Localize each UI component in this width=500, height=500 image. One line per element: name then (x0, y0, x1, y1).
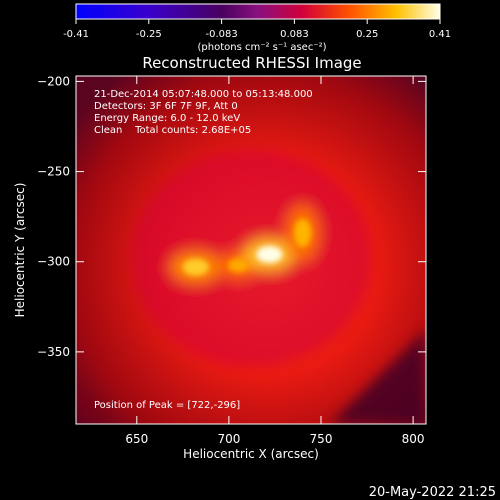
x-tick-label: 750 (310, 432, 333, 446)
info-clean: Clean Total counts: 2.68E+05 (94, 125, 251, 136)
chart-title: Reconstructed RHESSI Image (142, 54, 361, 72)
colorbar-tick-label: -0.25 (136, 29, 162, 40)
colorbar (75, 3, 441, 20)
colorbar-tick-label: -0.41 (63, 29, 89, 40)
info-detectors: Detectors: 3F 6F 7F 9F, Att 0 (94, 101, 238, 112)
y-axis-label: Heliocentric Y (arcsec) (13, 183, 27, 318)
axis-ticks: 650 700 750 800 −200 −250 −300 −350 (37, 74, 426, 446)
x-axis-label: Heliocentric X (arcsec) (183, 447, 319, 461)
plot-frame (75, 75, 427, 425)
colorbar-tick-label: 0.083 (280, 29, 309, 40)
info-time-range: 21-Dec-2014 05:07:48.000 to 05:13:48.000 (94, 89, 313, 100)
x-tick-label: 650 (125, 432, 148, 446)
info-energy: Energy Range: 6.0 - 12.0 keV (94, 113, 240, 124)
footer-date: 20-May-2022 21:25 (369, 485, 496, 500)
colorbar-tick-label: -0.083 (205, 29, 237, 40)
y-tick-label: −250 (37, 165, 70, 179)
source-core (293, 218, 312, 248)
colorbar-ticks: -0.41 -0.25 -0.083 0.083 0.25 0.41 (63, 19, 451, 40)
heatmap-image (76, 76, 426, 424)
colorbar-tick-label: 0.25 (356, 29, 378, 40)
x-tick-label: 800 (402, 432, 425, 446)
y-tick-label: −350 (37, 345, 70, 359)
colorbar-tick-label: 0.41 (429, 29, 451, 40)
source-core (256, 245, 283, 264)
x-tick-label: 700 (217, 432, 240, 446)
y-tick-label: −200 (37, 74, 70, 88)
info-peak: Position of Peak = [722,-296] (94, 400, 240, 411)
source-core (182, 258, 210, 276)
y-tick-label: −300 (37, 255, 70, 269)
source-core (227, 258, 249, 273)
colorbar-unit: (photons cm⁻² s⁻¹ asec⁻²) (197, 42, 326, 53)
